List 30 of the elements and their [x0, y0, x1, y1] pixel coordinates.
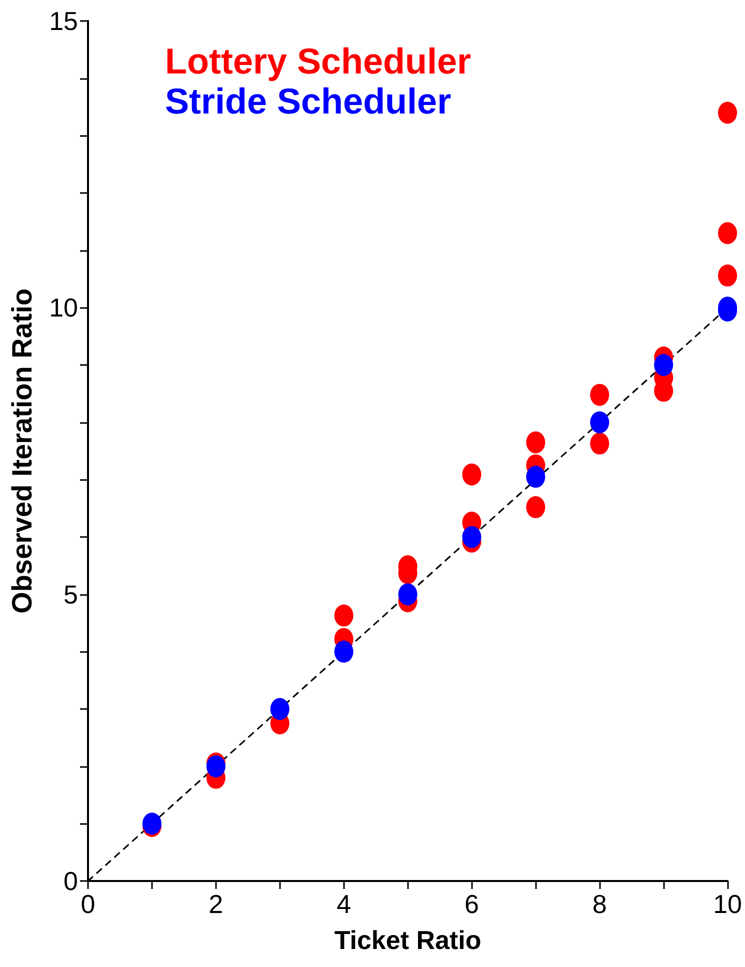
- point: [654, 354, 674, 376]
- point: [526, 431, 546, 454]
- x-tick-label: 4: [336, 889, 352, 919]
- x-tick-label: 2: [208, 889, 224, 919]
- x-tick-label: 8: [592, 889, 607, 919]
- point: [590, 411, 610, 434]
- point: [462, 526, 482, 548]
- point: [334, 604, 354, 627]
- y-tick-label: 0: [64, 866, 78, 896]
- y-tick-label: 5: [64, 579, 78, 610]
- point: [718, 222, 738, 244]
- point: [398, 583, 418, 606]
- point: [526, 466, 546, 488]
- point: [526, 496, 546, 518]
- y-tick-label: 15: [49, 6, 78, 36]
- point: [590, 384, 610, 406]
- point: [270, 698, 290, 720]
- x-tick-label: 10: [713, 889, 742, 919]
- text: Lottery Scheduler: [165, 40, 472, 82]
- point: [718, 102, 738, 124]
- text: Stride Scheduler: [165, 80, 452, 122]
- point: [334, 640, 354, 663]
- point: [206, 755, 226, 778]
- y-tick-label: 10: [49, 292, 78, 323]
- point: [590, 432, 610, 455]
- x-tick-label: 6: [464, 889, 479, 919]
- x-axis-title: Ticket Ratio: [334, 925, 482, 955]
- y-axis-title: Observed Iteration Ratio: [6, 288, 38, 614]
- point: [462, 464, 482, 486]
- point: [718, 264, 738, 287]
